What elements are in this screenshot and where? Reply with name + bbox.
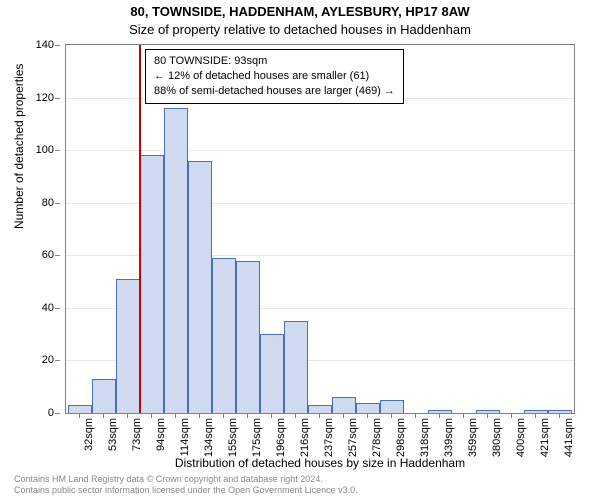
y-tick-label: 0 [48, 407, 54, 419]
x-tick-label: 53sqm [107, 418, 119, 451]
bar [140, 155, 164, 413]
x-tick-mark [103, 414, 104, 418]
x-tick-mark [151, 414, 152, 418]
x-tick-label: 32sqm [83, 418, 95, 451]
x-tick-label: 134sqm [203, 418, 215, 457]
x-tick-label: 257sqm [347, 418, 359, 457]
bar [68, 405, 92, 413]
x-tick-label: 114sqm [179, 418, 191, 456]
x-tick-label: 380sqm [491, 418, 503, 457]
bar [212, 258, 236, 413]
y-tick-mark [55, 413, 60, 414]
bar [524, 410, 548, 413]
plot-area: 80 TOWNSIDE: 93sqm← 12% of detached hous… [65, 44, 575, 414]
x-tick-label: 73sqm [131, 418, 143, 451]
bar [164, 108, 188, 413]
y-tick-label: 20 [42, 354, 54, 366]
y-tick-mark [55, 150, 60, 151]
x-tick-mark [535, 414, 536, 418]
x-tick-mark [271, 414, 272, 418]
y-tick-label: 140 [36, 39, 54, 51]
x-axis-label: Distribution of detached houses by size … [65, 456, 575, 470]
x-tick-mark [487, 414, 488, 418]
bar [476, 410, 500, 413]
x-tick-mark [367, 414, 368, 418]
bar [332, 397, 356, 413]
y-tick-label: 40 [42, 302, 54, 314]
bar [548, 410, 572, 413]
x-tick-label: 196sqm [275, 418, 287, 457]
x-tick-label: 339sqm [443, 418, 455, 457]
x-tick-label: 400sqm [515, 418, 527, 457]
bar [116, 279, 140, 413]
bar [428, 410, 452, 413]
bar [380, 400, 404, 413]
x-tick-label: 441sqm [563, 418, 575, 457]
y-tick-label: 80 [42, 197, 54, 209]
x-tick-label: 278sqm [371, 418, 383, 457]
bar [356, 403, 380, 414]
bar [284, 321, 308, 413]
info-box-line: 88% of semi-detached houses are larger (… [154, 84, 395, 99]
info-box-line: 80 TOWNSIDE: 93sqm [154, 54, 395, 69]
bar [308, 405, 332, 413]
x-tick-mark [439, 414, 440, 418]
x-tick-label: 298sqm [395, 418, 407, 457]
x-tick-mark [391, 414, 392, 418]
x-tick-mark [511, 414, 512, 418]
x-tick-label: 421sqm [539, 418, 551, 457]
footnote-line-1: Contains HM Land Registry data © Crown c… [14, 474, 586, 485]
x-tick-mark [295, 414, 296, 418]
x-tick-mark [175, 414, 176, 418]
y-tick-mark [55, 255, 60, 256]
x-tick-label: 318sqm [419, 418, 431, 457]
x-tick-label: 175sqm [251, 418, 263, 457]
x-tick-mark [127, 414, 128, 418]
x-tick-mark [223, 414, 224, 418]
info-box-line: ← 12% of detached houses are smaller (61… [154, 69, 395, 84]
footnote-line-2: Contains public sector information licen… [14, 485, 586, 496]
x-tick-label: 237sqm [323, 418, 335, 457]
bar [236, 261, 260, 413]
x-tick-label: 155sqm [227, 418, 239, 457]
x-tick-label: 359sqm [467, 418, 479, 457]
x-tick-mark [463, 414, 464, 418]
y-tick-label: 120 [36, 92, 54, 104]
x-tick-mark [559, 414, 560, 418]
y-tick-label: 60 [42, 249, 54, 261]
bar [260, 334, 284, 413]
x-tick-mark [415, 414, 416, 418]
chart-title: 80, TOWNSIDE, HADDENHAM, AYLESBURY, HP17… [0, 4, 600, 19]
chart-container: 80, TOWNSIDE, HADDENHAM, AYLESBURY, HP17… [0, 0, 600, 500]
x-tick-mark [319, 414, 320, 418]
y-tick-label: 100 [36, 144, 54, 156]
y-axis-ticks: 020406080100120140 [0, 44, 60, 414]
bar [188, 161, 212, 413]
x-tick-mark [343, 414, 344, 418]
x-tick-mark [247, 414, 248, 418]
subject-marker-line [139, 45, 141, 413]
footnote: Contains HM Land Registry data © Crown c… [14, 474, 586, 496]
y-tick-mark [55, 203, 60, 204]
x-tick-label: 216sqm [299, 418, 311, 457]
bar [92, 379, 116, 413]
y-tick-mark [55, 360, 60, 361]
y-tick-mark [55, 308, 60, 309]
y-tick-mark [55, 45, 60, 46]
info-box: 80 TOWNSIDE: 93sqm← 12% of detached hous… [145, 49, 404, 104]
x-tick-mark [199, 414, 200, 418]
y-tick-mark [55, 98, 60, 99]
x-tick-mark [79, 414, 80, 418]
x-tick-label: 94sqm [155, 418, 167, 451]
chart-subtitle: Size of property relative to detached ho… [0, 22, 600, 37]
